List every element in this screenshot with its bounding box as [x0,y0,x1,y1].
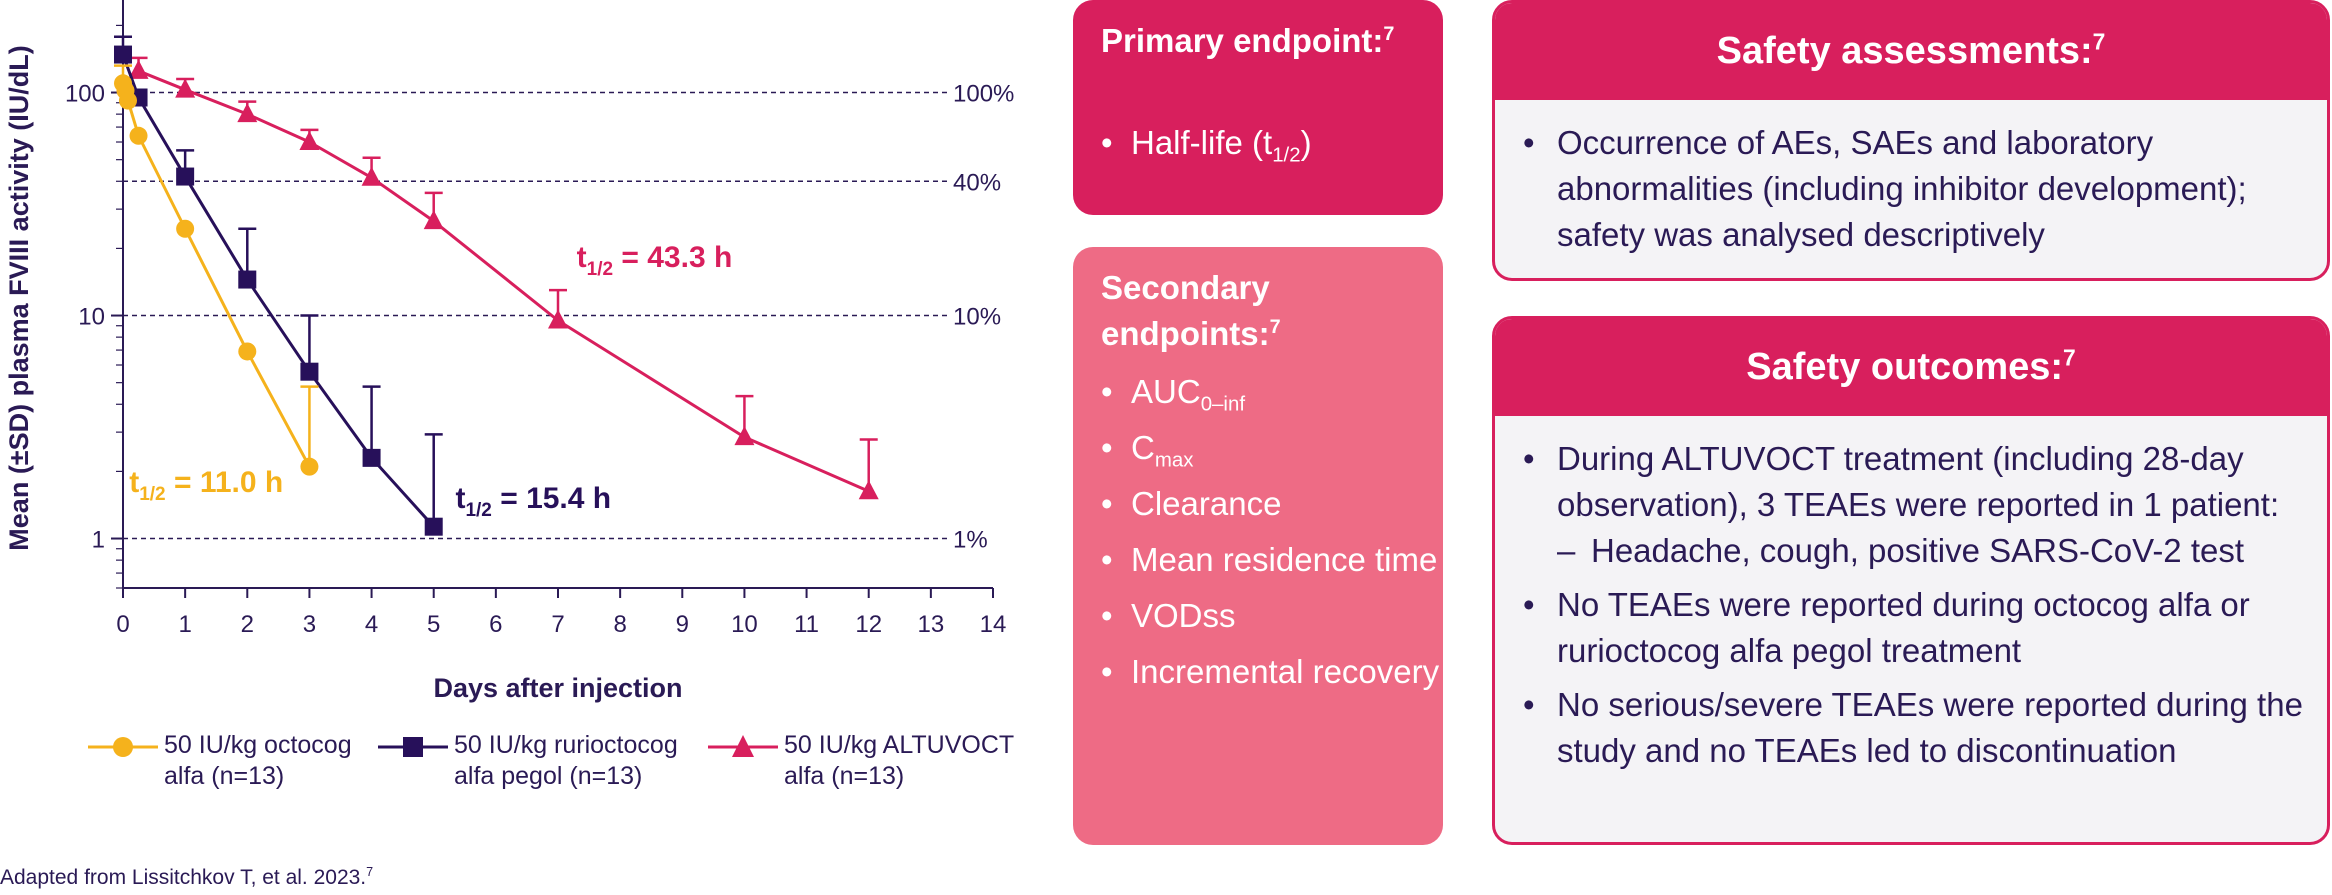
list-item: VODss [1101,593,1439,639]
footnote-ref: 7 [366,865,374,879]
safety-assessments-box: Safety assessments:7 Occurrence of AEs, … [1492,0,2330,281]
legend-label-line: alfa (n=13) [164,762,285,790]
data-point-square [300,362,319,381]
x-tick-label: 14 [980,611,1007,638]
secondary-endpoints-panel: Secondary endpoints:7 AUC0–inf Cmax Clea… [1073,247,1443,845]
y-tick-label: 100 [65,81,105,108]
list-item: Incremental recovery [1101,649,1439,695]
legend-label-line: alfa pegol (n=13) [454,762,643,790]
y-tick-label: 10 [78,304,105,331]
legend-label-line: 50 IU/kg ALTUVOCT [784,731,1015,759]
title-ref: 7 [1269,316,1281,338]
legend-label-line: alfa (n=13) [784,762,905,790]
data-point-triangle [128,59,149,79]
title-ref: 7 [2092,28,2106,55]
title-ref: 7 [2063,344,2076,371]
legend-marker-square-icon [378,737,448,757]
primary-endpoint-title: Primary endpoint:7 [1101,22,1395,59]
secondary-endpoints-title: Secondary endpoints:7 [1101,269,1281,352]
data-point-triangle [734,426,755,446]
data-point-square [238,270,257,289]
list-item: Mean residence time [1101,537,1439,583]
x-tick-label: 13 [918,611,945,638]
title-ref: 7 [1383,23,1395,45]
list-item: Occurrence of AEs, SAEs and laboratory a… [1523,120,2327,258]
reference-label: 10% [953,304,1001,331]
data-point-circle [118,91,137,110]
reference-label: 100% [953,81,1014,108]
x-tick-label: 12 [855,611,882,638]
primary-endpoint-list: Half-life (t1/2) [1101,120,1312,166]
data-point-triangle [299,131,320,151]
list-item: Cmax [1101,425,1439,471]
y-axis-title: Mean (±SD) plasma FVIII activity (IU/dL) [4,45,34,550]
list-item: No serious/severe TEAEs were reported du… [1523,682,2327,774]
data-point-circle [238,342,257,361]
x-tick-label: 11 [794,611,819,638]
half-life-label: t1/2 = 15.4 h [455,482,611,521]
x-tick-label: 1 [178,611,191,638]
x-tick-label: 7 [551,611,564,638]
list-item: Half-life (t1/2) [1101,120,1312,166]
y-tick-label: 1 [92,527,105,554]
safety-assessments-title: Safety assessments:7 [1495,3,2327,100]
source-footnote: Adapted from Lissitchkov T, et al. 2023.… [0,866,373,890]
x-tick-label: 3 [303,611,316,638]
data-point-triangle [175,78,196,98]
legend-item-rurioctocog: 50 IU/kg rurioctocog alfa pegol (n=13) [378,730,714,792]
primary-endpoint-panel: Primary endpoint:7 Half-life (t1/2) [1073,0,1443,215]
data-point-triangle [858,480,879,500]
list-item: No TEAEs were reported during octocog al… [1523,582,2327,674]
list-item: During ALTUVOCT treatment (including 28-… [1523,436,2327,528]
x-tick-label: 4 [365,611,378,638]
data-point-circle [129,126,148,145]
series-line [121,82,311,468]
x-tick-label: 0 [116,611,129,638]
safety-outcomes-title: Safety outcomes:7 [1495,319,2327,416]
footnote-text: Adapted from Lissitchkov T, et al. 2023. [0,866,367,889]
data-point-triangle [548,309,568,329]
safety-assessments-list: Occurrence of AEs, SAEs and laboratory a… [1495,100,2327,258]
legend-item-octocog: 50 IU/kg octocog alfa (n=13) [88,730,424,792]
data-point-triangle [361,166,382,186]
x-axis-title: Days after injection [433,673,682,703]
x-tick-label: 2 [241,611,254,638]
series-line [121,54,435,528]
data-point-square [424,517,443,536]
x-tick-label: 10 [731,611,758,638]
data-point-circle [300,457,319,476]
legend-label-line: 50 IU/kg rurioctocog [454,731,678,759]
data-point-square [114,45,132,64]
data-point-triangle [423,210,444,230]
x-tick-label: 6 [489,611,502,638]
chart-legend: 50 IU/kg octocog alfa (n=13) 50 IU/kg ru… [88,730,1048,800]
legend-marker-circle-icon [88,737,158,757]
list-item: AUC0–inf [1101,369,1439,415]
secondary-endpoints-list: AUC0–inf Cmax Clearance Mean residence t… [1101,369,1439,705]
data-point-triangle [237,103,258,123]
half-life-label: t1/2 = 11.0 h [129,466,283,505]
safety-outcomes-list: During ALTUVOCT treatment (including 28-… [1495,416,2327,774]
reference-label: 1% [953,527,988,554]
half-life-label: t1/2 = 43.3 h [577,241,733,280]
legend-marker-triangle-icon [708,735,778,757]
data-point-square [362,448,381,467]
data-point-circle [176,219,195,238]
x-tick-label: 5 [427,611,440,638]
x-tick-label: 9 [676,611,689,638]
list-subitem: Headache, cough, positive SARS-CoV-2 tes… [1523,528,2327,574]
list-item: Clearance [1101,481,1439,527]
legend-label-line: 50 IU/kg octocog [164,731,352,759]
reference-label: 40% [953,169,1001,196]
safety-outcomes-box: Safety outcomes:7 During ALTUVOCT treatm… [1492,316,2330,845]
x-tick-label: 8 [613,611,626,638]
legend-item-altuvoct: 50 IU/kg ALTUVOCT alfa (n=13) [708,730,1044,792]
data-point-square [176,167,195,186]
